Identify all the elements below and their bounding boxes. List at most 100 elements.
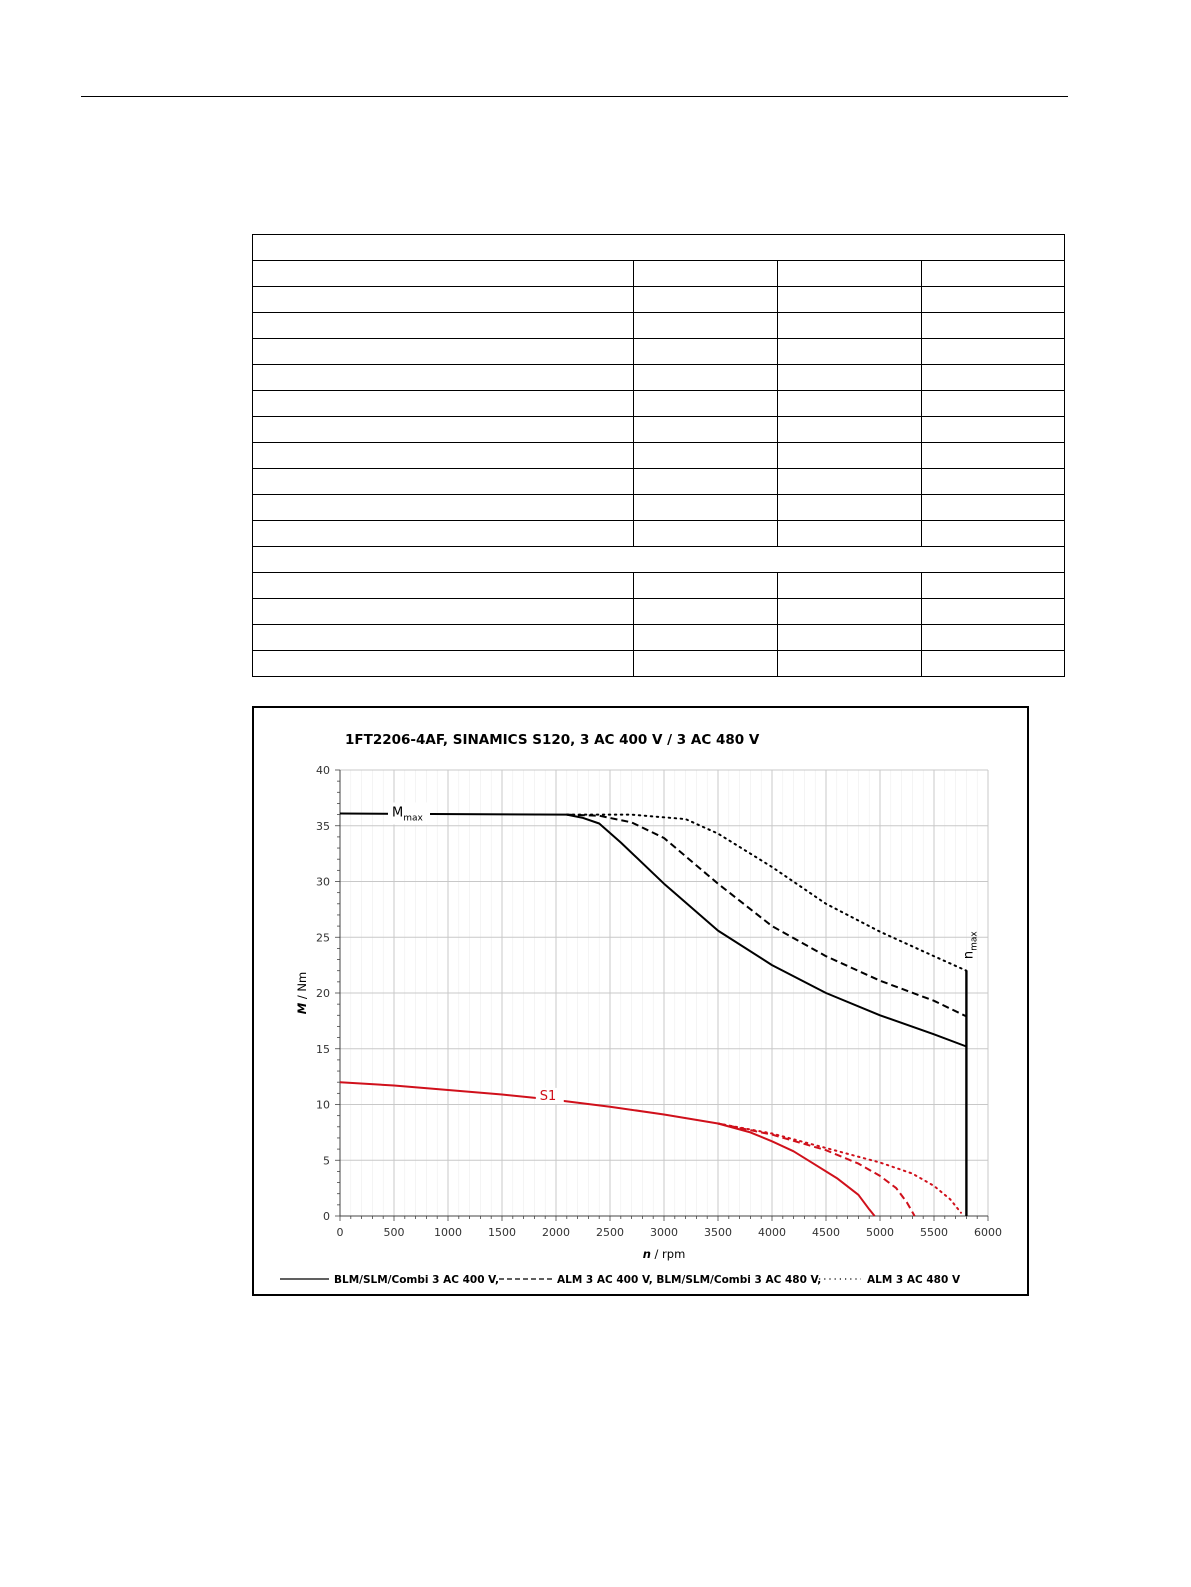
x-axis-label: n / rpm	[643, 1247, 686, 1261]
table-cell	[633, 598, 778, 625]
table-cell	[252, 260, 634, 287]
table-cell	[921, 520, 1065, 547]
table-cell	[777, 338, 922, 365]
table-cell	[777, 416, 922, 443]
y-tick-label: 0	[323, 1210, 330, 1223]
x-tick-label: 5000	[866, 1226, 894, 1239]
mmax-dashed-series-line	[566, 813, 967, 1018]
s1-label-bg	[535, 1087, 564, 1104]
x-tick-label: 3500	[704, 1226, 732, 1239]
table-cell	[777, 260, 922, 287]
table-row	[252, 442, 1065, 469]
table-cell	[633, 312, 778, 339]
data-table	[252, 234, 1065, 677]
x-tick-label: 6000	[974, 1226, 1002, 1239]
table-cell	[921, 260, 1065, 287]
table-cell	[252, 520, 634, 547]
x-tick-label: 1500	[488, 1226, 516, 1239]
mmax-dotted-series-line	[565, 813, 968, 972]
table-cell	[921, 650, 1065, 677]
y-tick-label: 30	[316, 876, 330, 889]
table-cell	[921, 286, 1065, 313]
y-tick-label: 10	[316, 1099, 330, 1112]
x-tick-label: 0	[337, 1226, 344, 1239]
table-cell	[633, 364, 778, 391]
table-cell	[921, 468, 1065, 495]
table-cell	[633, 442, 778, 469]
table-cell	[252, 390, 634, 417]
table-cell	[252, 572, 634, 599]
nmax-label: nmax	[961, 931, 979, 960]
y-tick-label: 5	[323, 1154, 330, 1167]
y-tick-label: 20	[316, 987, 330, 1000]
s1-label: S1	[540, 1089, 557, 1104]
table-cell	[777, 364, 922, 391]
table-cell	[777, 520, 922, 547]
table-cell	[921, 598, 1065, 625]
table-cell	[252, 650, 634, 677]
table-cell	[633, 468, 778, 495]
x-tick-label: 2000	[542, 1226, 570, 1239]
table-cell	[252, 364, 634, 391]
table-cell	[633, 390, 778, 417]
mmax-label: Mmax	[392, 805, 424, 823]
table-cell	[921, 416, 1065, 443]
torque-speed-chart: 1FT2206-4AF, SINAMICS S120, 3 AC 400 V /…	[252, 706, 1029, 1296]
table-row	[252, 598, 1065, 625]
table-cell	[921, 312, 1065, 339]
table-cell	[633, 494, 778, 521]
table-row	[252, 312, 1065, 339]
table-row	[252, 260, 1065, 287]
table-section-header	[252, 234, 1065, 261]
table-cell	[633, 520, 778, 547]
legend-label: BLM/SLM/Combi 3 AC 400 V,	[334, 1274, 499, 1286]
table-cell	[777, 312, 922, 339]
table-cell	[252, 286, 634, 313]
x-tick-label: 4000	[758, 1226, 786, 1239]
x-tick-label: 5500	[920, 1226, 948, 1239]
chart-title: 1FT2206-4AF, SINAMICS S120, 3 AC 400 V /…	[345, 732, 760, 748]
mmax-solid-series-line	[339, 812, 967, 1048]
table-cell	[252, 312, 634, 339]
table-cell	[777, 494, 922, 521]
x-tick-label: 4500	[812, 1226, 840, 1239]
x-tick-label: 500	[384, 1226, 405, 1239]
x-tick-label: 2500	[596, 1226, 624, 1239]
table-section-cell	[252, 546, 1065, 573]
y-tick-label: 15	[316, 1043, 330, 1056]
table-cell	[777, 572, 922, 599]
table-row	[252, 520, 1065, 547]
table-cell	[252, 624, 634, 651]
chart-canvas: 1FT2206-4AF, SINAMICS S120, 3 AC 400 V /…	[280, 732, 1002, 1286]
table-cell	[252, 338, 634, 365]
x-tick-label: 3000	[650, 1226, 678, 1239]
y-tick-label: 25	[316, 931, 330, 944]
table-cell	[921, 390, 1065, 417]
table-cell	[921, 572, 1065, 599]
table-cell	[252, 416, 634, 443]
table-row	[252, 390, 1065, 417]
table-cell	[633, 624, 778, 651]
s1-dotted-series-line	[717, 1122, 962, 1214]
table-cell	[633, 286, 778, 313]
table-cell	[777, 442, 922, 469]
table-row	[252, 338, 1065, 365]
table-row	[252, 416, 1065, 443]
table-cell	[633, 650, 778, 677]
legend-label: ALM 3 AC 400 V, BLM/SLM/Combi 3 AC 480 V…	[557, 1274, 821, 1286]
y-tick-label: 40	[316, 764, 330, 777]
y-tick-label: 35	[316, 820, 330, 833]
table-section-cell	[252, 234, 1065, 261]
page-top-rule	[81, 96, 1068, 97]
table-cell	[777, 624, 922, 651]
table-cell	[252, 468, 634, 495]
table-cell	[633, 572, 778, 599]
table-row	[252, 650, 1065, 677]
s1-solid-series-line	[339, 1081, 876, 1217]
s1-dashed-series-line	[717, 1122, 916, 1217]
table-cell	[633, 338, 778, 365]
table-cell	[921, 364, 1065, 391]
table-row	[252, 468, 1065, 495]
y-axis-label: M / Nm	[295, 972, 309, 1014]
x-tick-label: 1000	[434, 1226, 462, 1239]
